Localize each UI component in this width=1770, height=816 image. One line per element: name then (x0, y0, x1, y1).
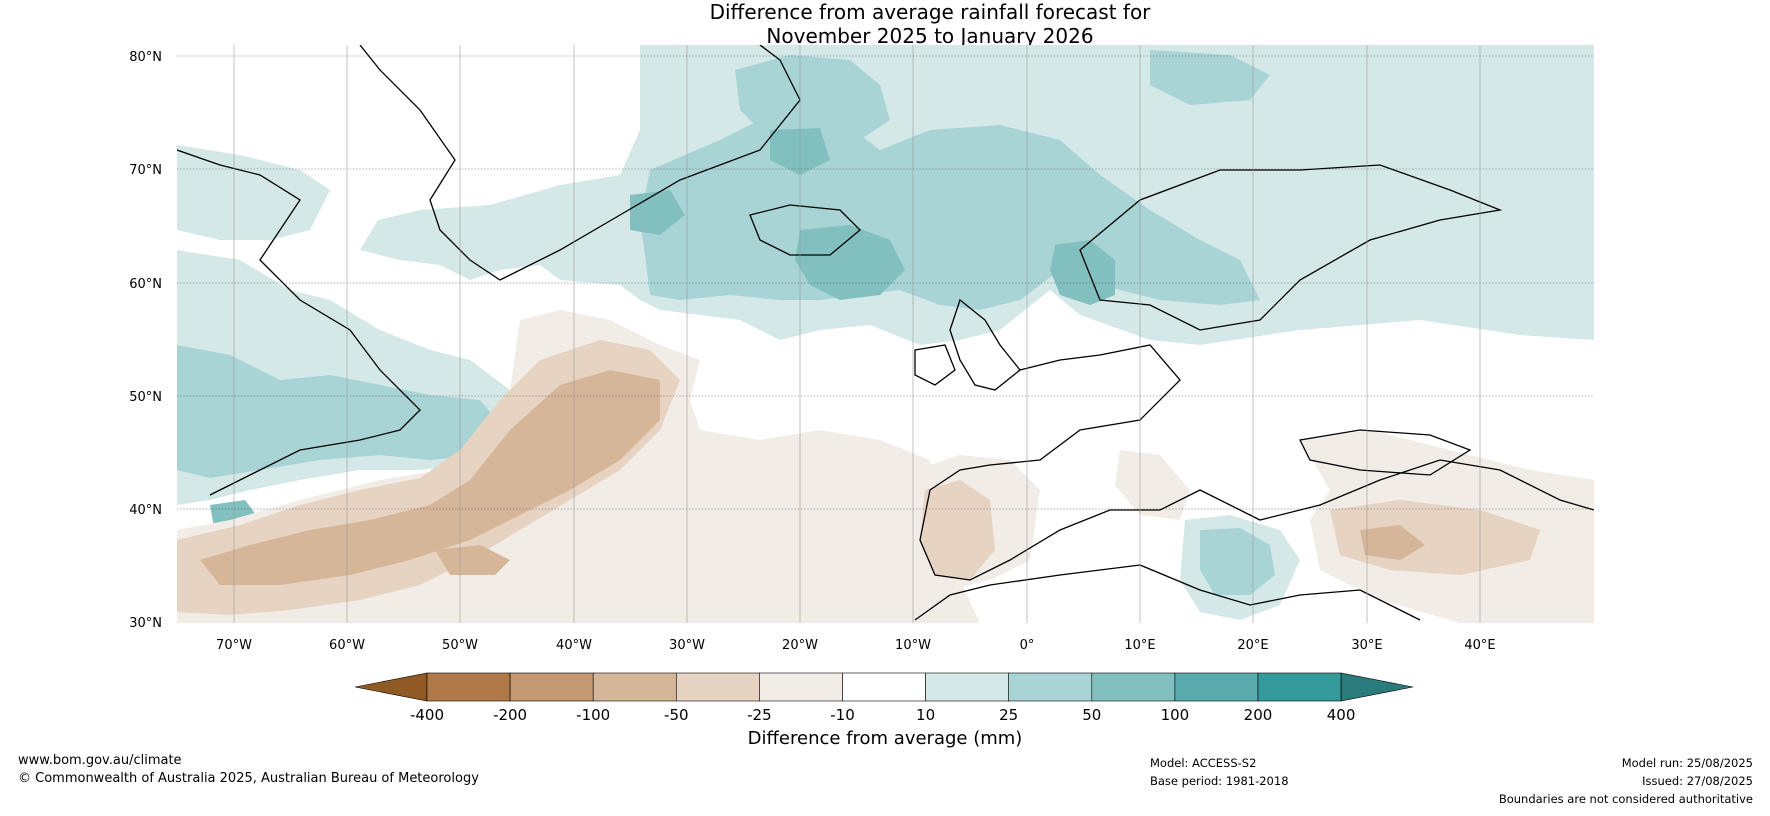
iceland-coast (749, 204, 861, 256)
dry-area-italy (1115, 450, 1190, 520)
footer-model-info: Model: ACCESS-S2 Base period: 1981-2018 (1150, 754, 1289, 790)
colorbar-tick-label: -400 (410, 706, 444, 724)
colorbar-segment (1174, 672, 1259, 702)
colorbar-segment (592, 672, 677, 702)
colorbar-tick-label: -50 (664, 706, 689, 724)
colorbar-tick-label: -200 (493, 706, 527, 724)
lon-label-10w: 10°W (895, 638, 931, 653)
lat-label-30n: 30°N (129, 616, 162, 631)
lon-label-50w: 50°W (442, 638, 478, 653)
wet-core-libya (1200, 528, 1275, 595)
lat-label-40n: 40°N (129, 503, 162, 518)
colorbar-segment (426, 672, 511, 702)
lon-label-0: 0° (1020, 638, 1035, 653)
colorbar-tick-label: -10 (830, 706, 855, 724)
coastlines (177, 45, 1594, 621)
footer-run-info: Model run: 25/08/2025 Issued: 27/08/2025… (1499, 754, 1753, 808)
colorbar-segment (675, 672, 760, 702)
colorbar-segment (1257, 672, 1342, 702)
colorbar-segment (1091, 672, 1176, 702)
footer-base-period: Base period: 1981-2018 (1150, 774, 1289, 788)
colorbar-title: Difference from average (mm) (748, 728, 1023, 749)
dry-peak-azores (435, 545, 510, 575)
footer-model: Model: ACCESS-S2 (1150, 756, 1257, 770)
europe-coast (919, 344, 1594, 581)
lon-label-60w: 60°W (329, 638, 365, 653)
wet-area-arctic-canada (177, 145, 330, 240)
lat-label-50n: 50°N (129, 390, 162, 405)
colorbar-tick-label: 200 (1244, 706, 1273, 724)
footer-left: www.bom.gov.au/climate © Commonwealth of… (18, 752, 479, 788)
dry-core-iberia (920, 480, 995, 580)
scandinavia-coast (1079, 164, 1503, 331)
rainfall-anomaly-field (177, 45, 1594, 623)
colorbar-segment (759, 672, 843, 702)
colorbar-segment (842, 672, 926, 702)
lon-label-30w: 30°W (669, 638, 705, 653)
wet-core-svalbard (1150, 50, 1270, 105)
wet-peak-iceland (795, 225, 905, 300)
colorbar-segment (509, 672, 594, 702)
greenland-coast (359, 45, 801, 281)
colorbar-extend-low (354, 672, 428, 702)
colorbar-tick-label: 400 (1327, 706, 1356, 724)
title-line-2: November 2025 to January 2026 (766, 24, 1094, 48)
colorbar-tick-label: 10 (916, 706, 935, 724)
lat-label-70n: 70°N (129, 163, 162, 178)
colorbar-segments (354, 672, 1414, 702)
colorbar-segment (1008, 672, 1093, 702)
colorbar-tick-labels: -400 -200 -100 -50 -25 -10 10 25 50 100 200 400 (410, 706, 1355, 724)
africa-coast (914, 564, 1421, 621)
colorbar-tick-label: 100 (1161, 706, 1190, 724)
wet-peak-norway (1050, 240, 1115, 305)
lat-label-60n: 60°N (129, 277, 162, 292)
lon-label-40w: 40°W (556, 638, 592, 653)
footer-disclaimer: Boundaries are not considered authoritat… (1498, 792, 1753, 806)
wet-core-greenland-sea (735, 55, 890, 145)
map-title: Difference from average rainfall forecas… (560, 0, 1300, 48)
graticule (177, 55, 1594, 510)
colorbar-tick-label: -100 (576, 706, 610, 724)
footer-model-run: Model run: 25/08/2025 (1621, 756, 1753, 770)
colorbar-tick-label: -25 (747, 706, 772, 724)
uk-coast (949, 298, 1021, 391)
footer-website: www.bom.gov.au/climate (18, 753, 182, 768)
lon-label-30e: 30°E (1351, 638, 1382, 653)
lon-label-20e: 20°E (1237, 638, 1268, 653)
lon-label-10e: 10°E (1124, 638, 1155, 653)
title-line-1: Difference from average rainfall forecas… (709, 0, 1151, 24)
longitude-labels: 70°W 60°W 50°W 40°W 30°W 20°W 10°W 0° 10… (216, 638, 1496, 653)
canada-coast (177, 149, 421, 496)
wet-core-labrador (177, 345, 505, 478)
colorbar: -400 -200 -100 -50 -25 -10 10 25 50 100 200 400 Dif… (354, 672, 1414, 749)
colorbar-extend-high (1340, 672, 1414, 702)
latitude-labels: 80°N 70°N 60°N 50°N 40°N 30°N (129, 50, 162, 631)
meridians (233, 45, 1481, 623)
colorbar-segment (925, 672, 1009, 702)
dry-peak-atlantic (200, 370, 660, 585)
dry-peak-turkey (1360, 525, 1425, 560)
lon-label-40e: 40°E (1464, 638, 1495, 653)
lat-label-80n: 80°N (129, 50, 162, 65)
ireland-coast (914, 344, 956, 386)
black-sea-coast (1299, 429, 1472, 476)
colorbar-tick-label: 25 (999, 706, 1018, 724)
lon-label-20w: 20°W (782, 638, 818, 653)
colorbar-tick-label: 50 (1082, 706, 1101, 724)
footer-copyright: © Commonwealth of Australia 2025, Austra… (18, 771, 479, 786)
lon-label-70w: 70°W (216, 638, 252, 653)
footer-issued: Issued: 27/08/2025 (1642, 774, 1753, 788)
